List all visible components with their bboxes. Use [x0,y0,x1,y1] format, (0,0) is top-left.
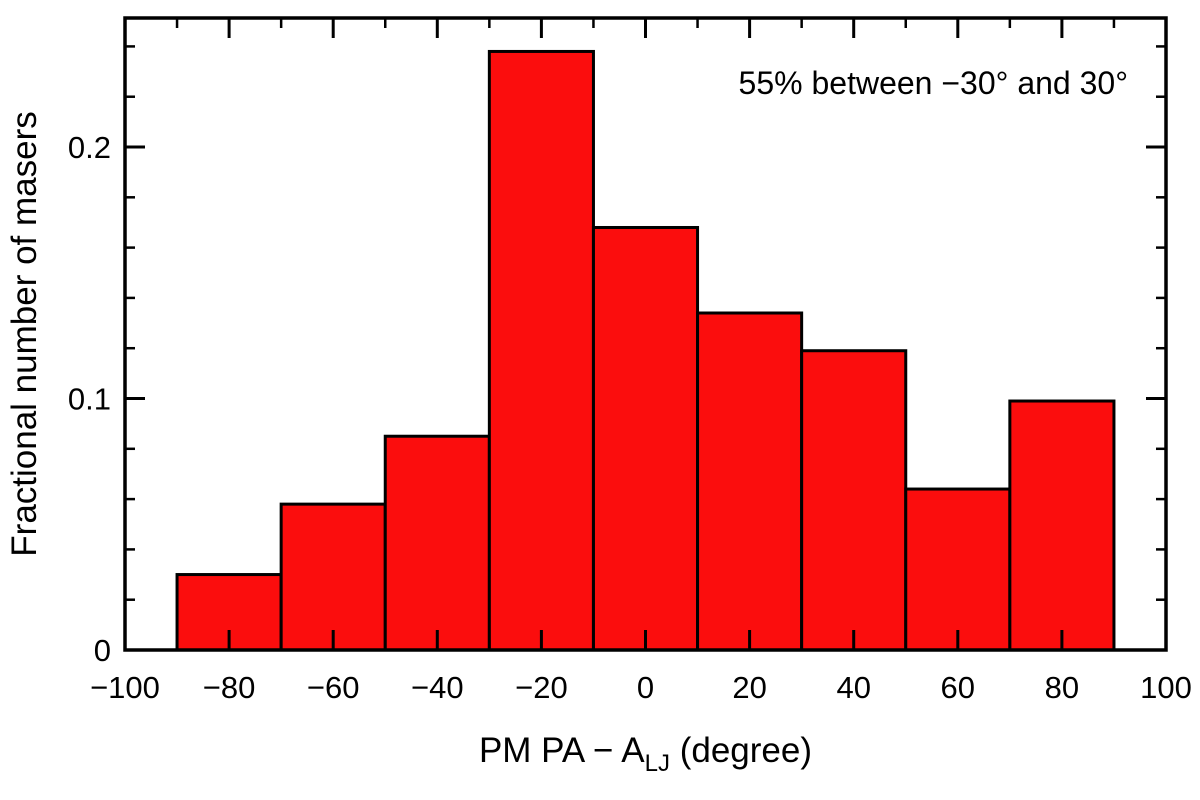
x-tick-label: 20 [732,670,766,705]
y-axis-label: Fractional number of masers [5,111,44,556]
histogram-bar [800,349,908,652]
x-tick-label: 0 [637,670,654,705]
x-tick-label: −80 [203,670,256,705]
histogram-bar [279,502,387,652]
x-axis-label: PM PA − ALJ (degree) [479,731,812,777]
histogram-bar [696,311,804,652]
histogram-bar [591,225,700,652]
y-tick-label: 0.1 [68,382,111,417]
annotation-text: 55% between −30° and 30° [739,65,1128,101]
x-tick-label: −20 [515,670,568,705]
x-tick-label: −40 [411,670,464,705]
x-tick-label: −60 [307,670,360,705]
x-tick-label: 80 [1045,670,1079,705]
x-tick-label: 100 [1140,670,1192,705]
histogram-bar [383,434,491,652]
y-tick-label: 0 [94,633,111,668]
y-tick-label: 0.2 [68,130,111,165]
histogram-bar [904,487,1012,652]
histogram-bar [487,49,595,652]
x-tick-label: 60 [941,670,975,705]
x-tick-label: 40 [836,670,870,705]
histogram-bar [1008,399,1116,652]
x-tick-label: −100 [90,670,160,705]
